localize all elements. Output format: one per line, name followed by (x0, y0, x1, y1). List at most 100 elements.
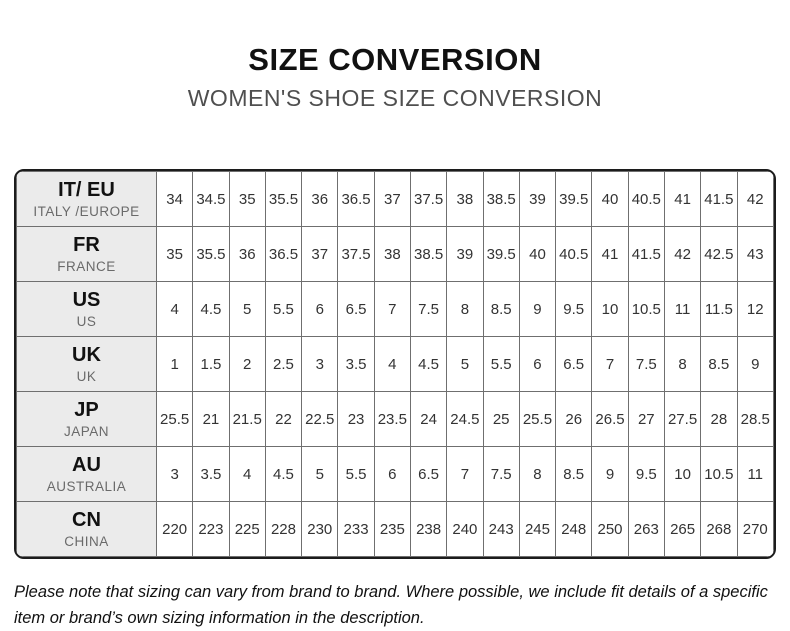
row-header: JP JAPAN (16, 391, 157, 447)
size-value-cell: 34 (155, 171, 194, 227)
size-value-cell: 2.5 (264, 336, 303, 392)
row-header-region: UK (76, 369, 97, 384)
page-subtitle: WOMEN'S SHOE SIZE CONVERSION (187, 85, 603, 111)
size-value-cell: 11.5 (700, 281, 738, 337)
row-header: US US (16, 281, 157, 337)
size-value-cell: 245 (518, 501, 557, 557)
size-value-cell: 9.5 (555, 281, 593, 337)
size-value-cell: 225 (228, 501, 266, 557)
size-value-cell: 238 (409, 501, 448, 557)
row-header-region: US (76, 314, 97, 329)
size-value-cell: 35.5 (192, 226, 230, 282)
size-value-cell: 38 (446, 171, 484, 227)
size-value-cell: 8 (446, 281, 484, 337)
size-value-cell: 39.5 (482, 226, 520, 282)
size-value-cell: 248 (555, 501, 593, 557)
size-value-cell: 43 (736, 226, 774, 282)
size-value-cell: 7 (373, 281, 411, 337)
size-value-cell: 41.5 (700, 171, 738, 227)
size-value-cell: 240 (446, 501, 484, 557)
size-value-cell: 5 (228, 281, 266, 337)
size-value-cell: 24 (409, 391, 448, 447)
table-row: JP JAPAN 25.5 21 21.5 22 22.5 23 23.5 24 24.5 25 25.… (16, 391, 774, 447)
size-value-cell: 40 (591, 171, 629, 227)
size-value-cell: 10.5 (700, 446, 738, 502)
size-value-cell: 3.5 (337, 336, 375, 392)
size-value-cell: 25.5 (518, 391, 557, 447)
size-value-cell: 4.5 (192, 281, 230, 337)
size-value-cell: 263 (627, 501, 665, 557)
size-value-cell: 9 (518, 281, 557, 337)
size-value-cell: 1 (155, 336, 194, 392)
size-value-cell: 3.5 (192, 446, 230, 502)
size-value-cell: 250 (591, 501, 629, 557)
size-value-cell: 7 (591, 336, 629, 392)
row-header-region: ITALY /EUROPE (33, 204, 140, 219)
table-row: US US 4 4.5 5 5.5 6 6.5 7 7.5 8 8.5 9 9.5 10 10.5 11 11.5… (16, 281, 774, 337)
row-header: CN CHINA (16, 501, 157, 557)
table-row: CN CHINA 220 223 225 228 230 233 235 238 240 243 245… (16, 501, 774, 557)
size-value-cell: 8.5 (555, 446, 593, 502)
size-value-cell: 24.5 (446, 391, 484, 447)
size-value-cell: 23.5 (373, 391, 411, 447)
size-value-cell: 42 (663, 226, 702, 282)
row-header: UK UK (16, 336, 157, 392)
size-value-cell: 36 (228, 226, 266, 282)
row-header-region: AUSTRALIA (46, 479, 127, 494)
size-value-cell: 22 (264, 391, 303, 447)
row-header-region: CHINA (64, 534, 109, 549)
size-value-cell: 9.5 (627, 446, 665, 502)
row-header-code: AU (72, 454, 101, 476)
size-value-cell: 268 (700, 501, 738, 557)
size-value-cell: 39 (446, 226, 484, 282)
size-value-cell: 4.5 (264, 446, 303, 502)
size-value-cell: 37 (301, 226, 339, 282)
size-value-cell: 40.5 (627, 171, 665, 227)
row-header-region: JAPAN (63, 424, 109, 439)
row-header-code: CN (72, 509, 101, 531)
size-value-cell: 22.5 (301, 391, 339, 447)
size-value-cell: 6.5 (337, 281, 375, 337)
size-value-cell: 223 (192, 501, 230, 557)
size-value-cell: 7.5 (409, 281, 448, 337)
size-conversion-table: IT/ EU ITALY /EUROPE 34 34.5 35 35.5 36 36.5 37 3… (14, 169, 776, 559)
size-value-cell: 9 (591, 446, 629, 502)
size-value-cell: 21 (192, 391, 230, 447)
size-value-cell: 40 (518, 226, 557, 282)
sizing-footnote: Please note that sizing can vary from br… (14, 583, 768, 627)
size-value-cell: 40.5 (555, 226, 593, 282)
size-value-cell: 27.5 (663, 391, 702, 447)
size-table: IT/ EU ITALY /EUROPE 34 34.5 35 35.5 36 36.5 37 3… (16, 171, 774, 557)
row-header: IT/ EU ITALY /EUROPE (16, 171, 157, 227)
size-value-cell: 25 (482, 391, 520, 447)
size-value-cell: 36.5 (337, 171, 375, 227)
size-value-cell: 7.5 (482, 446, 520, 502)
size-value-cell: 38.5 (482, 171, 520, 227)
size-value-cell: 35 (155, 226, 194, 282)
size-value-cell: 235 (373, 501, 411, 557)
row-header-code: UK (72, 344, 101, 366)
row-header: FR FRANCE (16, 226, 157, 282)
size-value-cell: 41 (591, 226, 629, 282)
size-value-cell: 1.5 (192, 336, 230, 392)
size-value-cell: 37.5 (337, 226, 375, 282)
size-value-cell: 5.5 (264, 281, 303, 337)
size-value-cell: 11 (663, 281, 702, 337)
size-value-cell: 37.5 (409, 171, 448, 227)
size-value-cell: 10 (663, 446, 702, 502)
size-value-cell: 4 (155, 281, 194, 337)
size-value-cell: 6 (518, 336, 557, 392)
size-value-cell: 26 (555, 391, 593, 447)
size-value-cell: 37 (373, 171, 411, 227)
size-value-cell: 5.5 (482, 336, 520, 392)
size-value-cell: 34.5 (192, 171, 230, 227)
table-row: IT/ EU ITALY /EUROPE 34 34.5 35 35.5 36 36.5 37 3… (16, 171, 774, 227)
size-value-cell: 36 (301, 171, 339, 227)
size-value-cell: 6.5 (409, 446, 448, 502)
size-value-cell: 265 (663, 501, 702, 557)
size-value-cell: 5 (446, 336, 484, 392)
size-value-cell: 35.5 (264, 171, 303, 227)
size-value-cell: 2 (228, 336, 266, 392)
size-value-cell: 233 (337, 501, 375, 557)
size-value-cell: 6 (301, 281, 339, 337)
